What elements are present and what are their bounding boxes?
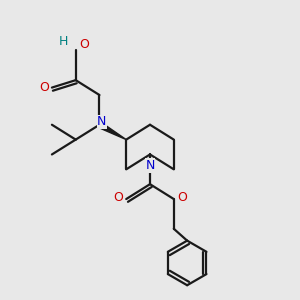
Text: O: O — [177, 191, 187, 204]
Text: N: N — [145, 159, 155, 172]
Text: N: N — [97, 115, 106, 128]
Polygon shape — [98, 122, 126, 140]
Text: O: O — [113, 191, 123, 204]
Text: H: H — [59, 35, 68, 48]
Text: O: O — [40, 81, 50, 94]
Text: O: O — [80, 38, 89, 51]
